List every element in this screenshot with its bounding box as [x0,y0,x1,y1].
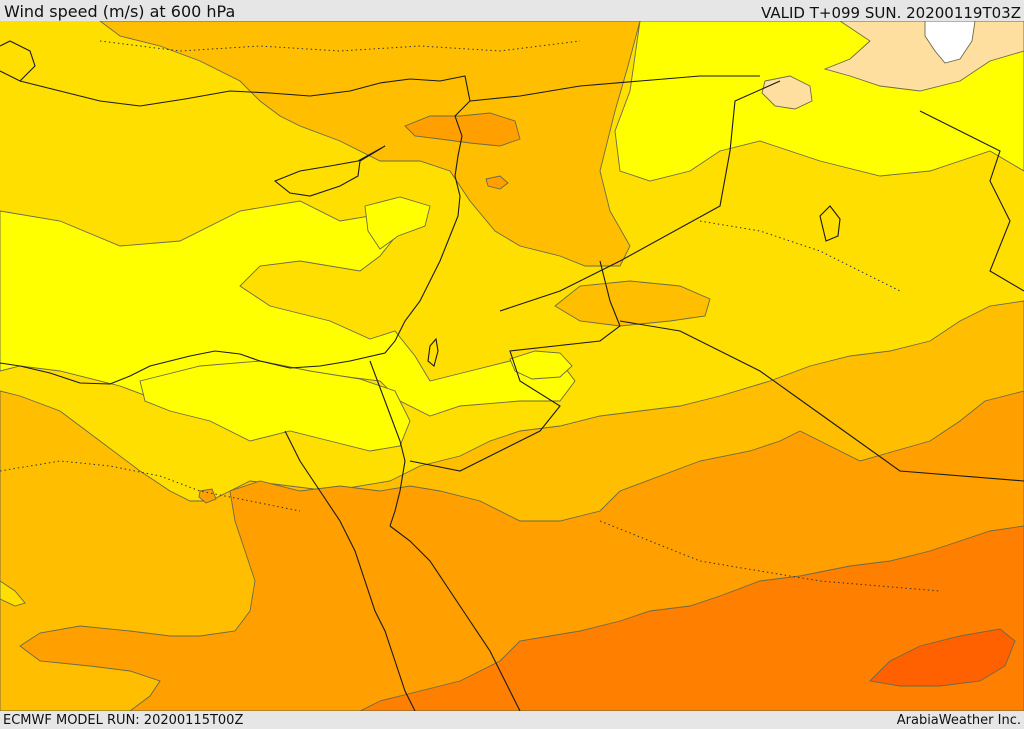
aegean-coastline [0,40,36,82]
border-iran-iraq [919,110,1024,292]
wind-band-yellow-orange-pocket [554,280,711,327]
wind-band-light-yellow-pocket [509,350,573,380]
credit-label: ArabiaWeather Inc. [896,713,1021,728]
gulf-of-aqaba-coast [389,460,406,527]
wind-band-orange-north [404,112,521,147]
wind-band-orange-pocket-west [198,488,217,504]
border-saudi-iraq [619,320,1024,482]
border-turkey-syria [469,75,760,102]
border-syria-iraq [499,80,781,312]
wind-band-orange-small [485,175,509,190]
wind-band-light-yellow-south [139,360,411,452]
border-jordan-saudi [409,260,621,472]
valid-time-label: VALID T+099 SUN. 20200119T03Z [761,4,1021,22]
cyprus-coastline [273,145,386,197]
wind-band-peach-northeast [823,21,1024,92]
wind-band-yellow-orange-north [99,21,641,267]
admin-boundary-egypt [0,460,301,512]
red-sea-coast-east [389,525,521,711]
admin-boundary-iraq [699,220,901,292]
wind-band-peach-small [761,75,813,110]
wind-speed-map[interactable] [0,21,1024,711]
gulf-of-suez-coast [284,430,416,711]
caspian-lake-outline [819,205,841,242]
mediterranean-coastline-north [0,75,471,385]
border-egypt-israel [369,360,406,462]
map-header: Wind speed (m/s) at 600 hPa VALID T+099 … [0,0,1024,21]
wind-band-yellow-pocket-west [0,580,26,607]
wind-band-white-northeast [924,21,976,64]
map-title: Wind speed (m/s) at 600 hPa [4,2,236,21]
wind-band-light-yellow-island [364,196,431,250]
dead-sea-outline [427,337,439,367]
wind-band-red-orange [869,628,1016,687]
map-footer: ECMWF MODEL RUN: 20200115T00Z ArabiaWeat… [0,711,1024,729]
admin-boundary-turkey [99,40,581,52]
model-run-label: ECMWF MODEL RUN: 20200115T00Z [3,713,244,728]
